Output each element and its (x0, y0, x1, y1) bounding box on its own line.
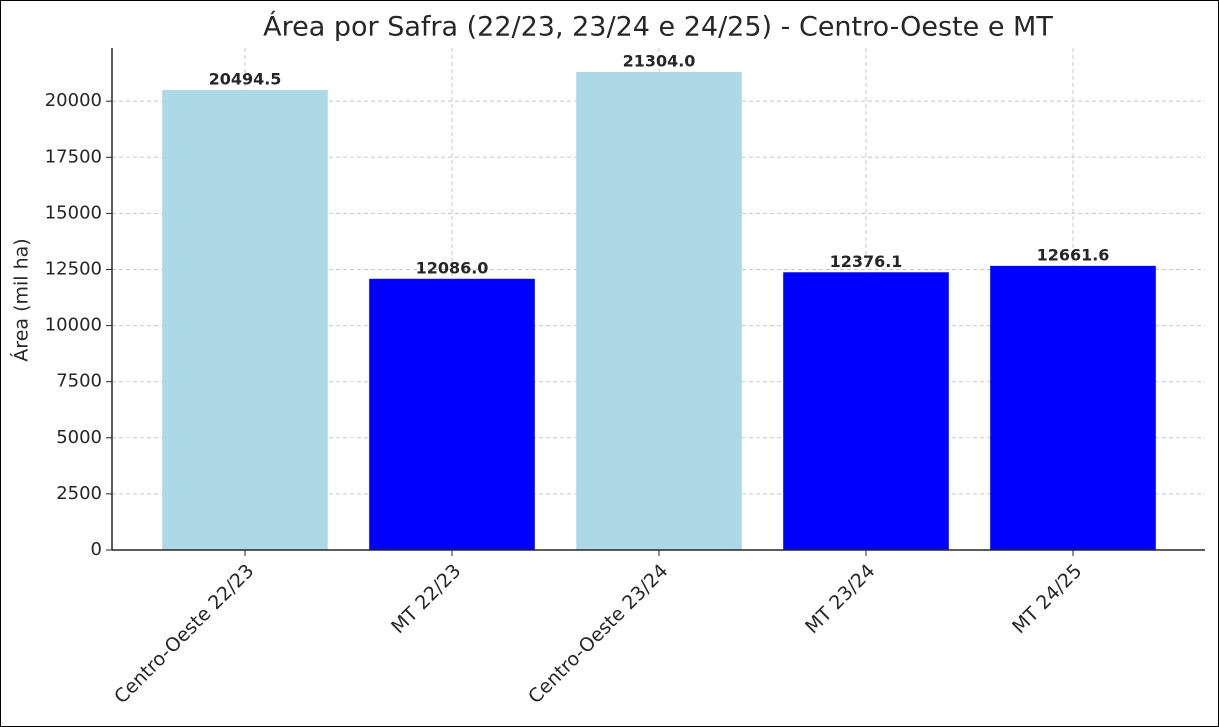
value-label: 12376.1 (830, 252, 903, 271)
y-tick-label: 15000 (45, 202, 102, 223)
y-tick-label: 2500 (56, 483, 102, 504)
bar (576, 71, 742, 550)
bar (783, 272, 949, 550)
y-tick-label: 5000 (56, 427, 102, 448)
y-tick-label: 12500 (45, 258, 102, 279)
y-axis-label: Área (mil ha) (10, 238, 33, 361)
chart-title: Área por Safra (22/23, 23/24 e 24/25) - … (263, 11, 1053, 43)
bar (369, 278, 535, 550)
bar (162, 90, 328, 551)
value-label: 21304.0 (623, 51, 696, 70)
value-label: 12086.0 (416, 258, 489, 277)
y-tick-label: 0 (91, 539, 102, 560)
value-label: 12661.6 (1037, 245, 1110, 264)
bar (990, 265, 1156, 550)
value-label: 20494.5 (209, 70, 282, 89)
y-tick-label: 10000 (45, 315, 102, 336)
y-tick-label: 7500 (56, 371, 102, 392)
y-tick-label: 20000 (45, 90, 102, 111)
y-tick-label: 17500 (45, 146, 102, 167)
